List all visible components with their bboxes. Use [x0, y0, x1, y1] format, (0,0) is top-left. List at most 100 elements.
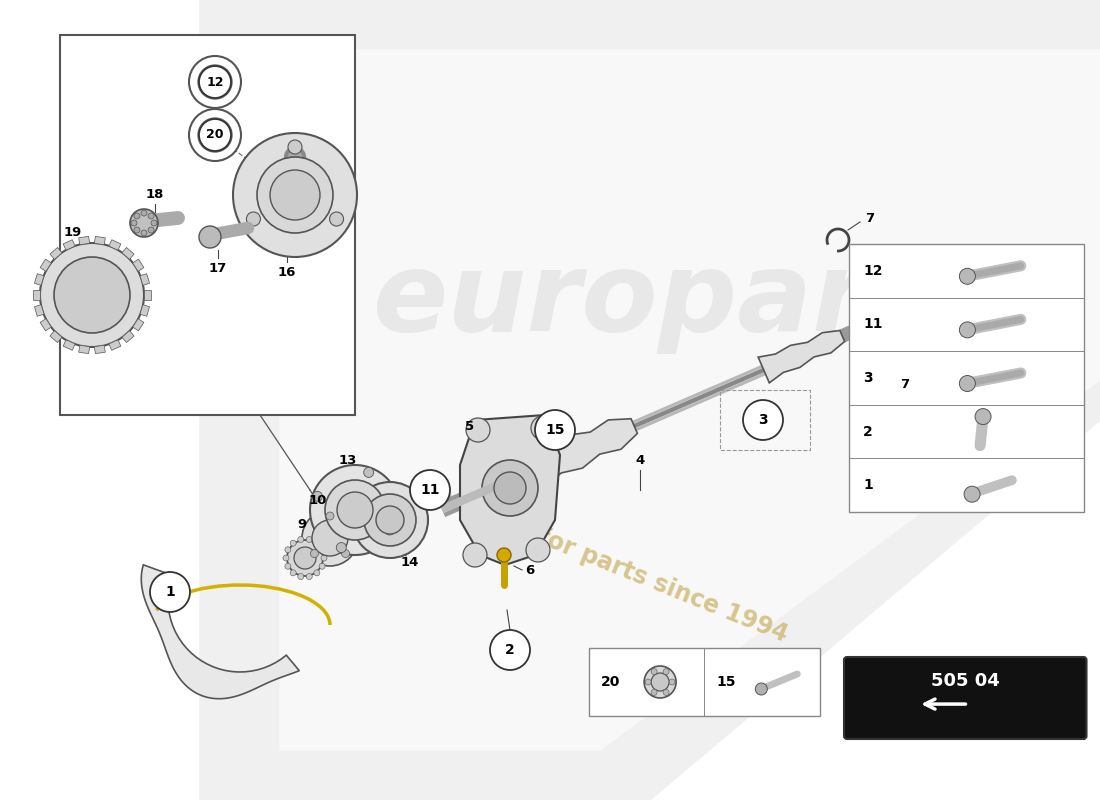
Text: 10: 10 [309, 494, 327, 506]
Text: 3: 3 [758, 413, 768, 427]
Text: 14: 14 [400, 555, 419, 569]
Circle shape [319, 546, 326, 553]
Circle shape [497, 548, 512, 562]
Bar [60, 35, 355, 415]
Circle shape [288, 140, 302, 154]
Circle shape [913, 278, 967, 332]
Text: europarts: europarts [373, 246, 987, 354]
Text: 6: 6 [526, 563, 535, 577]
Circle shape [490, 630, 530, 670]
Circle shape [306, 574, 312, 579]
Circle shape [898, 327, 907, 337]
Text: 15: 15 [716, 675, 736, 689]
Circle shape [364, 467, 374, 478]
Circle shape [246, 212, 261, 226]
Circle shape [199, 226, 221, 248]
Text: 17: 17 [209, 262, 227, 274]
Circle shape [949, 256, 959, 266]
Bar [63, 340, 75, 350]
Bar [33, 290, 41, 300]
Bar [79, 236, 89, 245]
Circle shape [324, 480, 385, 540]
Text: 505 04: 505 04 [931, 672, 1000, 690]
Circle shape [645, 679, 651, 685]
Circle shape [150, 572, 190, 612]
Circle shape [924, 289, 956, 321]
Circle shape [141, 230, 147, 236]
Circle shape [294, 547, 316, 569]
Circle shape [663, 669, 669, 674]
Polygon shape [280, 50, 1100, 750]
Bar [143, 290, 151, 300]
Circle shape [148, 227, 154, 233]
Text: 1: 1 [165, 585, 175, 599]
Text: 3: 3 [864, 371, 872, 385]
Circle shape [287, 540, 323, 576]
Text: 13: 13 [339, 454, 358, 466]
Circle shape [285, 546, 290, 553]
Circle shape [40, 243, 144, 347]
Circle shape [981, 300, 991, 310]
Bar [109, 340, 121, 350]
Circle shape [306, 537, 312, 542]
Bar [95, 346, 106, 354]
Bar [133, 259, 144, 271]
Circle shape [130, 209, 158, 237]
Circle shape [283, 555, 289, 561]
Text: 9: 9 [297, 518, 307, 530]
Bar [720, 390, 810, 450]
Circle shape [330, 212, 343, 226]
Circle shape [482, 460, 538, 516]
Text: 18: 18 [146, 189, 164, 202]
Text: 11: 11 [420, 483, 440, 497]
Circle shape [131, 220, 138, 226]
Bar [849, 244, 1084, 512]
Circle shape [285, 563, 290, 570]
Bar [109, 240, 121, 250]
Text: 12: 12 [864, 264, 882, 278]
Bar [140, 305, 150, 316]
Circle shape [964, 486, 980, 502]
Circle shape [385, 525, 395, 535]
Text: 7: 7 [866, 211, 874, 225]
Bar [95, 236, 106, 245]
Circle shape [257, 157, 333, 233]
Circle shape [312, 520, 348, 556]
Circle shape [342, 550, 350, 558]
Circle shape [352, 482, 428, 558]
Circle shape [270, 170, 320, 220]
Circle shape [326, 512, 334, 520]
Circle shape [302, 510, 358, 566]
Circle shape [535, 410, 575, 450]
Circle shape [663, 690, 669, 695]
Circle shape [466, 418, 490, 442]
Polygon shape [528, 418, 637, 487]
Circle shape [312, 491, 322, 502]
Text: 15: 15 [546, 423, 564, 437]
Circle shape [134, 227, 140, 233]
Bar [63, 240, 75, 250]
Circle shape [959, 322, 976, 338]
Circle shape [314, 570, 320, 576]
FancyBboxPatch shape [844, 657, 1087, 739]
Bar [50, 247, 62, 259]
Text: 2: 2 [864, 425, 873, 438]
Circle shape [463, 543, 487, 567]
Circle shape [233, 133, 358, 257]
Circle shape [189, 109, 241, 161]
Circle shape [148, 213, 154, 219]
Circle shape [645, 666, 676, 698]
Circle shape [900, 265, 980, 345]
Text: 11: 11 [864, 318, 882, 331]
Circle shape [651, 669, 657, 674]
Circle shape [319, 563, 326, 570]
Text: a passion for parts since 1994: a passion for parts since 1994 [409, 474, 791, 646]
Bar [50, 330, 62, 342]
Circle shape [531, 416, 556, 440]
Circle shape [364, 494, 416, 546]
Circle shape [376, 506, 404, 534]
Bar [79, 346, 89, 354]
Circle shape [134, 213, 140, 219]
Polygon shape [141, 565, 299, 698]
Text: 4: 4 [636, 454, 645, 466]
